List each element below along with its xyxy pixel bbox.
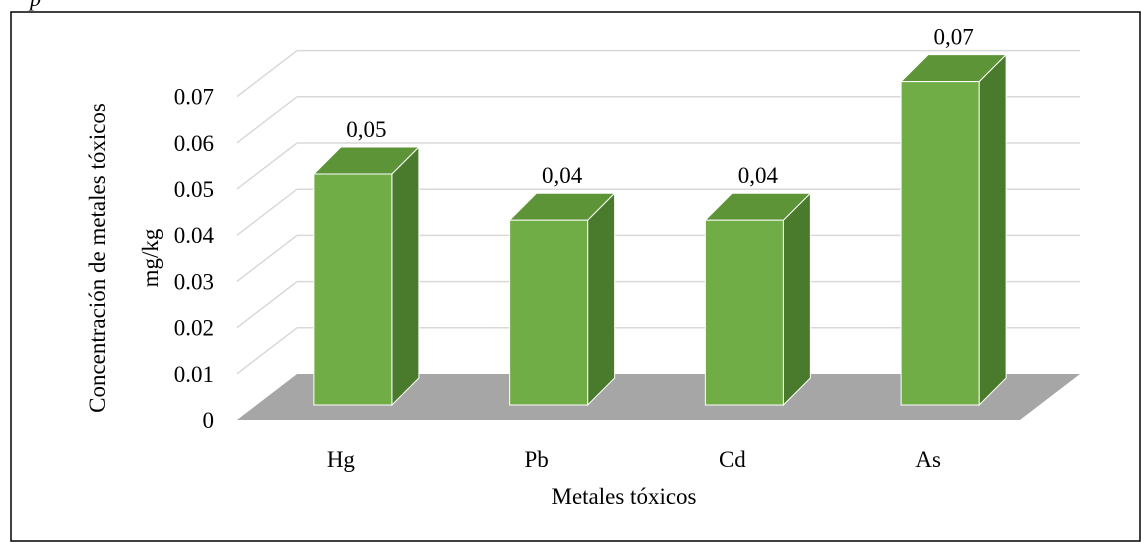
bar-cd [704,191,812,407]
data-label: 0,05 [346,117,386,142]
gridline-diagonal [236,327,298,375]
bar-side-face [978,53,1007,407]
bar-front-face [313,173,393,406]
y-axis-ticks: 0 0.01 0.02 0.03 0.04 0.05 0.06 0.07 [174,85,215,433]
x-tick-label: As [915,447,941,472]
bar-front-face [704,219,784,406]
data-label: 0,04 [738,163,779,188]
data-labels: 0,05 0,04 0,04 0,07 [346,25,974,189]
x-tick-label: Cd [719,447,746,472]
gridline-diagonal [236,281,298,329]
y-tick-label: 0.02 [174,316,214,341]
bar-side-face [391,145,420,407]
data-label: 0,07 [934,25,974,50]
y-tick-label: 0 [203,408,215,433]
gridline-diagonal [236,96,298,144]
bar-pb [508,191,616,407]
x-axis-title: Metales tóxicos [552,484,697,509]
bar-as [899,53,1008,407]
data-label: 0,04 [542,163,583,188]
chart-floor [237,374,1080,420]
x-tick-label: Pb [524,447,548,472]
y-tick-label: 0.03 [174,269,214,294]
floor-plane [237,374,1080,420]
y-axis-title-line1: Concentración de metales tóxicos [85,103,110,413]
gridline-diagonal [236,142,298,190]
y-tick-label: 0.06 [174,131,214,156]
y-tick-label: 0.05 [174,177,214,202]
bar-front-face [509,219,589,406]
bar-side-face [587,191,616,407]
y-tick-label: 0.07 [174,85,214,110]
bar-side-face [782,191,811,407]
x-tick-label: Hg [327,447,356,472]
x-axis-ticks: Hg Pb Cd As [327,447,941,472]
bars [312,53,1008,407]
bar-front-face [900,81,980,406]
bar-hg [312,145,421,407]
header-fragment: p [28,0,41,11]
gridline-diagonal [236,188,298,236]
y-axis-title-line2: mg/kg [138,228,163,287]
gridline-diagonal [236,234,298,282]
y-tick-label: 0.01 [174,362,214,387]
y-tick-label: 0.04 [174,223,215,248]
gridline-diagonal [236,50,298,98]
